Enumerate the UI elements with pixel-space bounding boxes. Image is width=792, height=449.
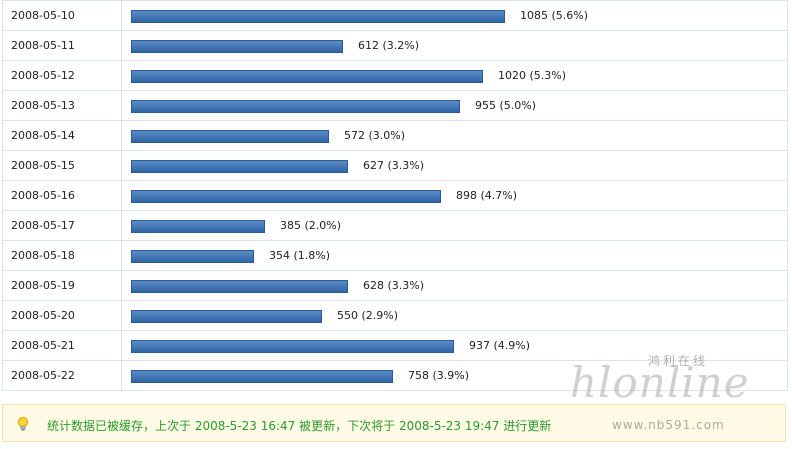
bar-value-label: 898 (4.7%) (456, 189, 518, 202)
date-label: 2008-05-22 (2, 360, 122, 391)
table-row: 2008-05-17 385 (2.0%) (2, 210, 788, 241)
bar-value-label: 955 (5.0%) (475, 99, 537, 112)
notice-text: 统计数据已被缓存，上次于 2008-5-23 16:47 被更新，下次将于 20… (47, 419, 552, 433)
date-label: 2008-05-20 (2, 300, 122, 331)
table-row: 2008-05-13 955 (5.0%) (2, 90, 788, 121)
bar-value-label: 758 (3.9%) (408, 369, 470, 382)
bar (131, 280, 348, 293)
table-row: 2008-05-16 898 (4.7%) (2, 180, 788, 211)
date-label: 2008-05-13 (2, 90, 122, 121)
bar-cell: 612 (3.2%) (121, 30, 788, 61)
date-label: 2008-05-11 (2, 30, 122, 61)
date-label: 2008-05-12 (2, 60, 122, 91)
bar (131, 70, 483, 83)
bar-cell: 385 (2.0%) (121, 210, 788, 241)
bar (131, 130, 329, 143)
bar-cell: 937 (4.9%) (121, 330, 788, 361)
bar-value-label: 628 (3.3%) (363, 279, 425, 292)
table-row: 2008-05-19 628 (3.3%) (2, 270, 788, 301)
stats-body: 2008-05-10 1085 (5.6%) 2008-05-11 612 (3.2%… (2, 0, 788, 391)
watermark-logo: hlonline 鸿利在线 www.nb591.com (570, 354, 750, 432)
bar-cell: 627 (3.3%) (121, 150, 788, 181)
table-row: 2008-05-21 937 (4.9%) (2, 330, 788, 361)
bar-value-label: 572 (3.0%) (344, 129, 406, 142)
table-row: 2008-05-20 550 (2.9%) (2, 300, 788, 331)
table-row: 2008-05-12 1020 (5.3%) (2, 60, 788, 91)
bar-cell: 1020 (5.3%) (121, 60, 788, 91)
bar (131, 190, 441, 203)
bar (131, 100, 460, 113)
date-label: 2008-05-17 (2, 210, 122, 241)
stats-table: 2008-05-10 1085 (5.6%) 2008-05-11 612 (3.2%… (2, 0, 788, 391)
date-label: 2008-05-18 (2, 240, 122, 271)
table-row: 2008-05-22 758 (3.9%) (2, 360, 788, 391)
bar-cell: 898 (4.7%) (121, 180, 788, 211)
bar (131, 40, 343, 53)
bar (131, 310, 322, 323)
date-label: 2008-05-19 (2, 270, 122, 301)
bar-value-label: 627 (3.3%) (363, 159, 425, 172)
lightbulb-icon (17, 416, 29, 435)
table-row: 2008-05-10 1085 (5.6%) (2, 0, 788, 31)
bar-value-label: 354 (1.8%) (269, 249, 331, 262)
date-label: 2008-05-14 (2, 120, 122, 151)
bar-value-label: 1085 (5.6%) (520, 9, 589, 22)
bar-cell: 1085 (5.6%) (121, 0, 788, 31)
date-label: 2008-05-15 (2, 150, 122, 181)
bar-value-label: 385 (2.0%) (280, 219, 342, 232)
bar-value-label: 1020 (5.3%) (498, 69, 567, 82)
bar (131, 340, 454, 353)
bar-cell: 354 (1.8%) (121, 240, 788, 271)
table-row: 2008-05-14 572 (3.0%) (2, 120, 788, 151)
bar-cell: 572 (3.0%) (121, 120, 788, 151)
bar (131, 160, 348, 173)
bar-value-label: 937 (4.9%) (469, 339, 531, 352)
bar (131, 220, 265, 233)
bar-cell: 628 (3.3%) (121, 270, 788, 301)
date-label: 2008-05-16 (2, 180, 122, 211)
cache-notice: 统计数据已被缓存，上次于 2008-5-23 16:47 被更新，下次将于 20… (2, 404, 786, 442)
date-label: 2008-05-21 (2, 330, 122, 361)
bar (131, 370, 393, 383)
bar-value-label: 612 (3.2%) (358, 39, 420, 52)
date-label: 2008-05-10 (2, 0, 122, 31)
bar-cell: 550 (2.9%) (121, 300, 788, 331)
table-row: 2008-05-15 627 (3.3%) (2, 150, 788, 181)
bar-value-label: 550 (2.9%) (337, 309, 399, 322)
bar-cell: 758 (3.9%) (121, 360, 788, 391)
bar (131, 250, 254, 263)
table-row: 2008-05-11 612 (3.2%) (2, 30, 788, 61)
bar (131, 10, 505, 23)
table-row: 2008-05-18 354 (1.8%) (2, 240, 788, 271)
bar-cell: 955 (5.0%) (121, 90, 788, 121)
